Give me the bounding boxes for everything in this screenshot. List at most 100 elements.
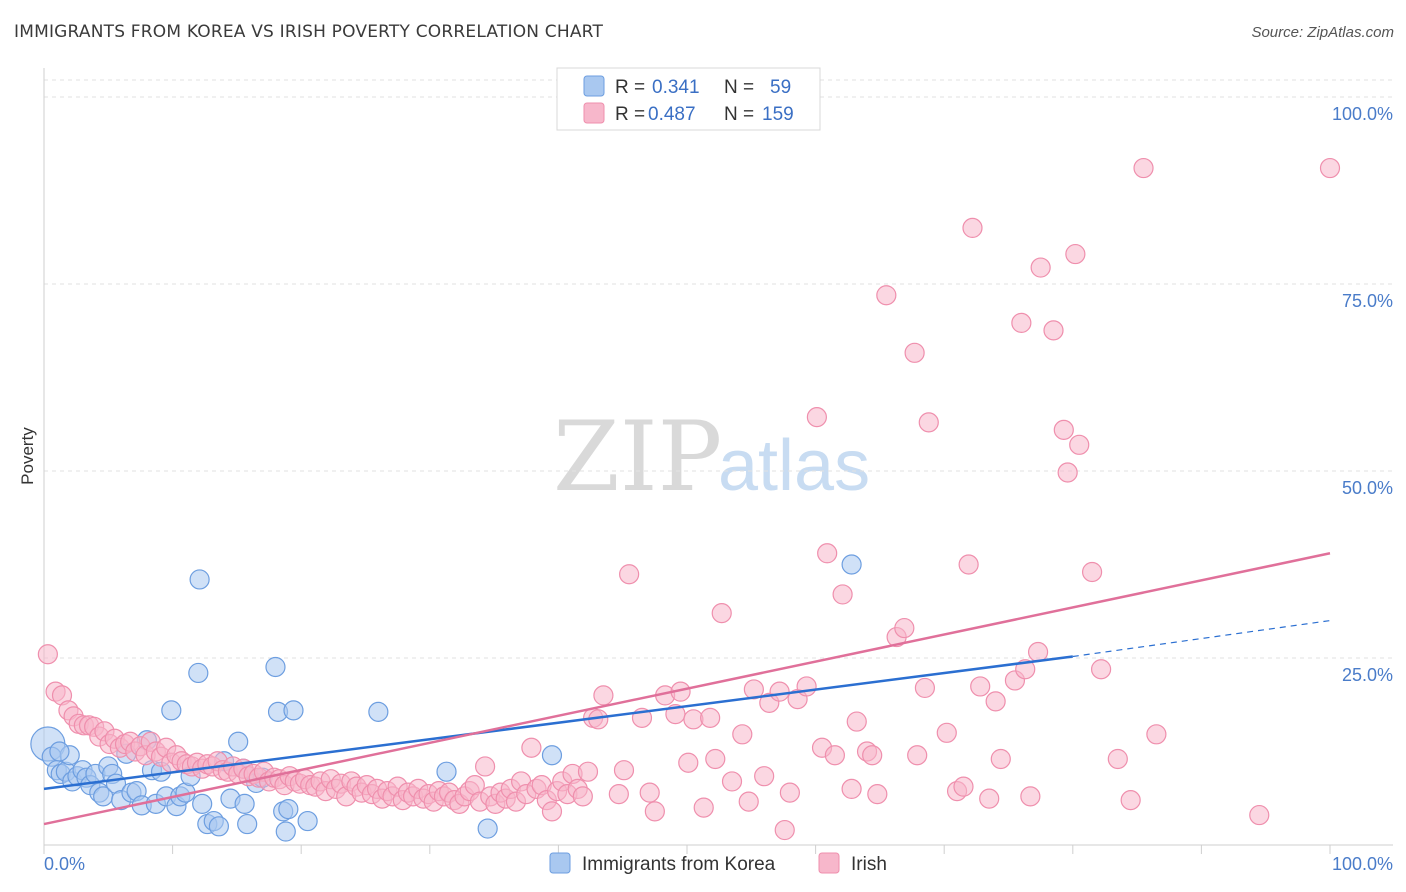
legend-korea-r-label: R = bbox=[615, 77, 645, 98]
y-tick-label-2: 75.0% bbox=[1342, 291, 1393, 311]
korea-point-51 bbox=[283, 700, 304, 721]
irish-point-163 bbox=[1020, 786, 1041, 807]
irish-point-123 bbox=[721, 771, 743, 792]
irish-point-146 bbox=[894, 617, 915, 639]
irish-point-120 bbox=[700, 707, 721, 728]
y-tick-label-3: 100.0% bbox=[1332, 104, 1393, 124]
grid-lines bbox=[44, 79, 1393, 659]
irish-point-149 bbox=[914, 677, 936, 699]
irish-point-121 bbox=[705, 748, 726, 770]
irish-point-147 bbox=[904, 342, 925, 363]
irish-point-166 bbox=[1043, 320, 1064, 341]
irish-point-172 bbox=[1090, 659, 1112, 680]
irish-point-150 bbox=[918, 412, 939, 433]
irish-point-117 bbox=[678, 752, 699, 773]
x-tick-label-1: 100.0% bbox=[1332, 854, 1393, 874]
irish-point-158 bbox=[985, 691, 1006, 712]
korea-point-33 bbox=[192, 793, 213, 814]
legend-irish-n-value: 159 bbox=[762, 104, 794, 125]
korea-point-58 bbox=[49, 741, 70, 762]
korea-point-55 bbox=[477, 818, 498, 839]
irish-point-110 bbox=[619, 564, 640, 585]
irish-point-129 bbox=[769, 681, 790, 702]
legend-irish-r-label: R = bbox=[615, 104, 645, 125]
irish-point-97 bbox=[541, 801, 563, 822]
irish-point-151 bbox=[936, 722, 957, 743]
irish-point-109 bbox=[613, 760, 635, 781]
legend-korea-n-label: N = bbox=[724, 77, 754, 98]
irish-point-139 bbox=[841, 778, 862, 800]
irish-point-136 bbox=[817, 543, 838, 564]
irish-point-157 bbox=[962, 217, 983, 238]
irish-point-156 bbox=[979, 788, 1000, 809]
irish-point-173 bbox=[1107, 748, 1128, 770]
irish-point-131 bbox=[779, 782, 800, 803]
irish-point-125 bbox=[738, 791, 759, 812]
legend-korea-r-value: 0.341 bbox=[652, 77, 700, 98]
korea-trend-extension bbox=[1072, 620, 1331, 658]
irish-point-137 bbox=[824, 745, 845, 766]
irish-point-134 bbox=[806, 407, 827, 428]
korea-point-56 bbox=[541, 745, 563, 766]
korea-point-27 bbox=[161, 700, 182, 721]
legend-box: R = 0.341 N = 59 R = 0.487 N = 159 bbox=[556, 67, 821, 131]
series-irish-points bbox=[37, 157, 1341, 841]
korea-point-57 bbox=[841, 554, 862, 575]
irish-point-164 bbox=[1027, 641, 1049, 663]
korea-point-43 bbox=[237, 813, 258, 835]
korea-point-35 bbox=[189, 569, 210, 590]
irish-point-155 bbox=[970, 676, 991, 697]
irish-point-177 bbox=[1249, 804, 1270, 826]
korea-point-46 bbox=[265, 656, 286, 678]
irish-point-127 bbox=[754, 766, 775, 787]
irish-point-108 bbox=[608, 784, 629, 805]
korea-point-50 bbox=[275, 821, 296, 842]
irish-point-107 bbox=[593, 685, 614, 706]
irish-point-122 bbox=[711, 603, 732, 624]
source-label: Source: ZipAtlas.com bbox=[1251, 24, 1394, 41]
chart-title: IMMIGRANTS FROM KOREA VS IRISH POVERTY C… bbox=[14, 22, 604, 42]
irish-point-165 bbox=[1030, 257, 1051, 278]
korea-point-52 bbox=[297, 810, 318, 832]
irish-point-138 bbox=[832, 584, 853, 605]
korea-point-40 bbox=[228, 731, 249, 752]
irish-point-142 bbox=[862, 745, 883, 766]
irish-point-84 bbox=[474, 756, 496, 777]
irish-point-176 bbox=[1146, 724, 1167, 745]
bottom-legend: Immigrants from Korea Irish bbox=[549, 852, 887, 875]
axes bbox=[43, 68, 1393, 854]
bottom-legend-swatch-korea bbox=[549, 852, 571, 874]
watermark-zip: ZIP bbox=[553, 401, 722, 513]
irish-point-145 bbox=[876, 285, 897, 306]
y-axis-label: Poverty bbox=[18, 427, 37, 485]
legend-swatch-irish bbox=[583, 102, 605, 124]
korea-point-53 bbox=[368, 701, 389, 722]
korea-point-54 bbox=[436, 761, 457, 782]
korea-point-37 bbox=[208, 816, 229, 837]
irish-point-167 bbox=[1053, 419, 1074, 440]
irish-point-126 bbox=[743, 679, 764, 700]
irish-point-143 bbox=[867, 784, 888, 805]
watermark-atlas: atlas bbox=[718, 426, 870, 506]
irish-point-140 bbox=[846, 711, 867, 732]
irish-point-178 bbox=[1319, 157, 1341, 179]
irish-point-175 bbox=[1133, 157, 1154, 179]
irish-point-112 bbox=[639, 782, 660, 803]
irish-point-118 bbox=[683, 709, 704, 730]
irish-point-104 bbox=[577, 761, 599, 782]
korea-trend-line bbox=[43, 655, 1073, 791]
korea-point-42 bbox=[234, 793, 255, 814]
irish-point-161 bbox=[1011, 312, 1032, 333]
x-tick-labels: 0.0% 100.0% bbox=[44, 854, 1393, 874]
y-tick-label-0: 25.0% bbox=[1342, 665, 1393, 685]
irish-point-119 bbox=[693, 797, 714, 818]
irish-point-170 bbox=[1069, 434, 1090, 455]
irish-point-174 bbox=[1120, 790, 1141, 811]
irish-point-169 bbox=[1065, 243, 1086, 265]
irish-point-171 bbox=[1081, 561, 1103, 583]
bottom-legend-swatch-irish bbox=[818, 852, 840, 874]
y-tick-labels: 25.0% 50.0% 75.0% 100.0% bbox=[1332, 104, 1393, 685]
bottom-legend-irish-label: Irish bbox=[851, 854, 887, 875]
legend-irish-r-value: 0.487 bbox=[648, 104, 696, 125]
